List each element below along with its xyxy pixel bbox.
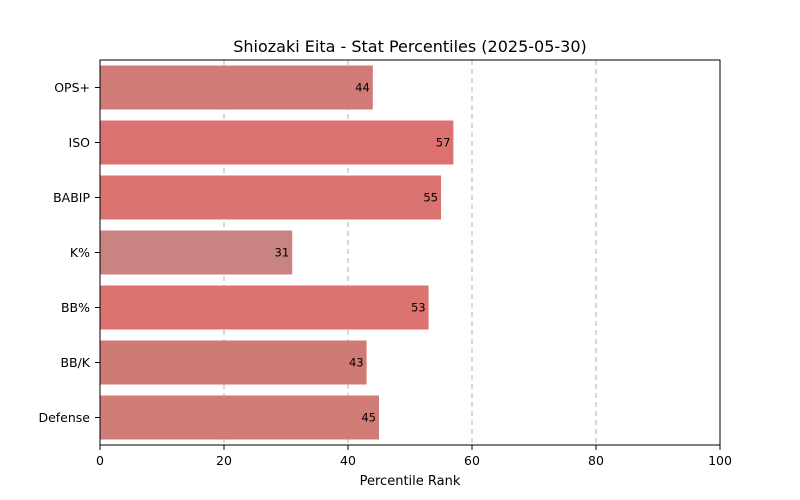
y-tick-label: Defense (38, 410, 90, 425)
x-tick-label: 100 (708, 453, 732, 468)
x-tick-label: 20 (216, 453, 232, 468)
y-tick-label: BABIP (53, 190, 90, 205)
bar-babip (100, 175, 441, 220)
data-label: 57 (436, 136, 451, 150)
bar-ops- (100, 65, 373, 110)
data-label: 55 (423, 191, 438, 205)
data-label: 43 (349, 356, 364, 370)
y-axis: OPS+ ISO BABIP K% BB% BB/K Defense (38, 80, 100, 425)
x-tick-label: 80 (588, 453, 604, 468)
data-label: 31 (275, 246, 290, 260)
x-tick-label: 60 (464, 453, 480, 468)
bar-bb- (100, 285, 429, 330)
y-tick-label: BB/K (60, 355, 90, 370)
bars: 44 57 55 31 53 43 45 (100, 65, 454, 440)
data-label: 45 (361, 411, 376, 425)
chart-title: Shiozaki Eita - Stat Percentiles (2025-0… (233, 37, 587, 56)
y-tick-label: K% (70, 245, 90, 260)
y-tick-label: OPS+ (54, 80, 90, 95)
x-tick-label: 40 (340, 453, 356, 468)
data-label: 44 (355, 81, 370, 95)
x-axis-label: Percentile Rank (360, 474, 461, 489)
y-tick-label: ISO (69, 135, 91, 150)
bar-k- (100, 230, 293, 275)
y-tick-label: BB% (61, 300, 90, 315)
x-tick-label: 0 (96, 453, 104, 468)
x-axis: 0 20 40 60 80 100 (96, 445, 732, 468)
data-label: 53 (411, 301, 426, 315)
bar-bb-k (100, 340, 367, 385)
bar-iso (100, 120, 454, 165)
bar-defense (100, 395, 379, 440)
